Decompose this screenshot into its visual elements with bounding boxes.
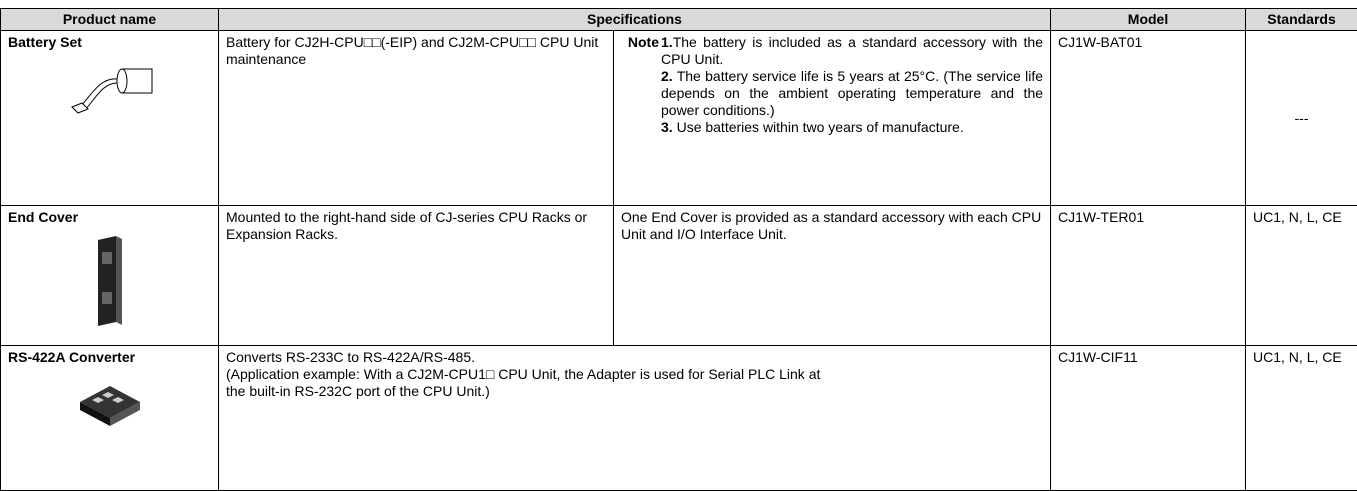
note-number: 2. <box>661 68 673 84</box>
product-name: Battery Set <box>8 34 211 51</box>
row: Battery Set Battery for CJ2H-CPU□□(-EIP)… <box>1 31 1357 206</box>
standards-cell: UC1, N, L, CE <box>1246 346 1357 491</box>
header-row: Product name Specifications Model Standa… <box>1 9 1357 31</box>
row: RS-422A Converter Converts RS-233C to RS… <box>1 346 1357 491</box>
header-cell: Standards <box>1246 9 1357 31</box>
spec-cell: Battery for CJ2H-CPU□□(-EIP) and CJ2M-CP… <box>219 31 614 206</box>
model-cell: CJ1W-BAT01 <box>1051 31 1246 206</box>
note-text: The battery is included as a standard ac… <box>661 34 1043 67</box>
header-cell: Model <box>1051 9 1246 31</box>
product-table: Product name Specifications Model Standa… <box>0 8 1357 491</box>
product-cell: RS-422A Converter <box>1 346 219 491</box>
standards-cell: --- <box>1246 31 1357 206</box>
note-label: Note <box>621 34 661 68</box>
product-name: End Cover <box>8 209 211 226</box>
converter-icon <box>70 372 150 432</box>
product-cell: Battery Set <box>1 31 219 206</box>
model-cell: CJ1W-CIF11 <box>1051 346 1246 491</box>
spec-text: Converts RS-233C to RS-422A/RS-485. <box>226 349 1043 366</box>
note: 2. The battery service life is 5 years a… <box>621 68 1043 119</box>
note-text: Use batteries within two years of manufa… <box>677 119 964 135</box>
product-name: RS-422A Converter <box>8 349 211 366</box>
spec-detail: (Application example: With a CJ2M-CPU1□ … <box>226 366 836 400</box>
header-cell: Specifications <box>219 9 1051 31</box>
note: 3. Use batteries within two years of man… <box>621 119 1043 136</box>
header-cell: Product name <box>1 9 219 31</box>
spec-cell: Mounted to the right-hand side of CJ-ser… <box>219 206 614 346</box>
note-number: 3. <box>661 119 673 135</box>
product-cell: End Cover <box>1 206 219 346</box>
note-text: The battery service life is 5 years at 2… <box>661 68 1043 118</box>
end-cover-icon <box>80 232 140 332</box>
battery-icon <box>50 57 170 127</box>
spec-cell: Converts RS-233C to RS-422A/RS-485. (App… <box>219 346 1051 491</box>
spec-detail-cell: One End Cover is provided as a standard … <box>614 206 1051 346</box>
model-cell: CJ1W-TER01 <box>1051 206 1246 346</box>
note-number: 1. <box>661 34 673 50</box>
standards-cell: UC1, N, L, CE <box>1246 206 1357 346</box>
row: End Cover Mounted to the right-hand side… <box>1 206 1357 346</box>
